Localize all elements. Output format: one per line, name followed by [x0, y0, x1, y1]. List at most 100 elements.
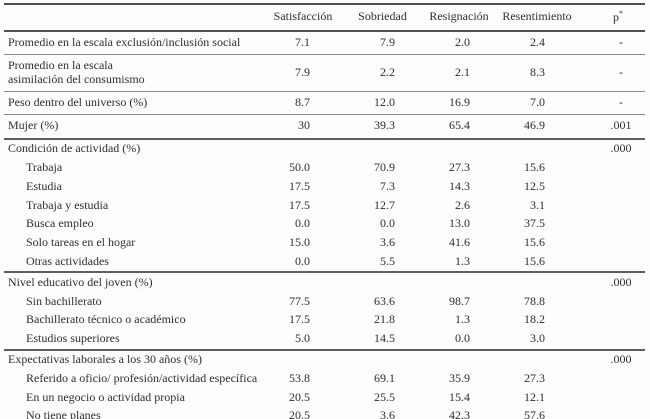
cell-satisfaccion: 77.5: [289, 293, 310, 308]
cell-satisfaccion: [262, 139, 344, 159]
row-label: Nivel educativo del joven (%): [8, 274, 153, 289]
row-label: Expectativas laborales a los 30 años (%): [8, 352, 202, 367]
cell-sobriedad: 7.9: [344, 30, 421, 56]
cell-resentimiento: 2.4: [497, 30, 577, 56]
cell-sobriedad: 7.3: [380, 178, 395, 193]
cell-resentimiento: 37.5: [524, 216, 545, 231]
row-label: Estudios superiores: [4, 329, 262, 351]
cell-sobriedad: 3.6: [380, 408, 395, 419]
table-row: No tiene planes 20.5 3.6 42.3 57.6: [4, 407, 645, 419]
cell-satisfaccion: 30: [262, 114, 344, 140]
p-asterisk: *: [619, 9, 623, 18]
cell-sobriedad: 70.9: [374, 160, 395, 175]
cell-p-value: [577, 311, 645, 330]
cell-sobriedad: 5.5: [344, 252, 421, 274]
cell-satisfaccion: 50.0: [289, 160, 310, 175]
cell-p-value: [577, 177, 645, 196]
cell-p-value: .000: [610, 352, 632, 367]
cell-sobriedad: 2.2: [344, 54, 421, 93]
row-label: Mujer (%): [4, 114, 262, 140]
column-header-resentimiento: Resentimiento: [497, 4, 577, 32]
cell-satisfaccion: 0.0: [295, 216, 310, 231]
cell-p-value: .000: [610, 141, 632, 156]
cell-p-value: [577, 292, 645, 311]
cell-resignacion: 1.3: [421, 252, 497, 274]
row-label: No tiene planes: [26, 408, 101, 419]
table-row: Trabaja 50.0 70.9 27.3 15.6: [4, 159, 645, 178]
row-label: Trabaja: [26, 160, 63, 175]
cell-satisfaccion: 53.8: [289, 370, 310, 385]
table-row: Trabaja y estudia 17.5 12.7 2.6 3.1: [4, 196, 645, 215]
table-row: Sin bachillerato 77.5 63.6 98.7 78.8: [4, 292, 645, 311]
cell-resentimiento: [497, 272, 577, 292]
cell-sobriedad: [344, 272, 421, 292]
cell-p-value: [577, 329, 645, 351]
row-label: Solo tareas en el hogar: [26, 235, 136, 250]
table-row: Estudios superiores 5.0 14.5 0.0 3.0: [4, 329, 645, 351]
cell-satisfaccion: 15.0: [289, 235, 310, 250]
cell-resentimiento: 15.6: [524, 160, 545, 175]
cell-satisfaccion: [262, 272, 344, 292]
cell-resignacion: 42.3: [449, 408, 470, 419]
cell-p-value: [577, 388, 645, 407]
row-label: Promedio en la escala exclusión/inclusió…: [4, 30, 262, 56]
cell-resentimiento: 46.9: [497, 114, 577, 140]
table-row: Otras actividades 0.0 5.5 1.3 15.6: [4, 252, 645, 274]
cell-sobriedad: [344, 350, 421, 370]
column-header-satisfaccion: Satisfacción: [262, 4, 344, 32]
cell-satisfaccion: 8.7: [262, 91, 344, 116]
cell-resentimiento: 18.2: [524, 312, 545, 327]
row-label: Trabaja y estudia: [26, 197, 109, 212]
cell-resignacion: 14.3: [449, 178, 470, 193]
cell-p-value: -: [577, 54, 645, 93]
table-row: Promedio en la escala exclusión/inclusió…: [4, 30, 645, 56]
cell-p-value: [577, 407, 645, 419]
cell-p-value: [577, 159, 645, 178]
column-header-p-value: p*: [577, 4, 645, 32]
row-label: Promedio en la escala asimilación del con…: [4, 54, 262, 93]
cell-resignacion: 98.7: [449, 293, 470, 308]
cell-sobriedad: 25.5: [374, 389, 395, 404]
cell-sobriedad: [344, 139, 421, 159]
cell-resentimiento: 3.1: [530, 197, 545, 212]
table-header-row: Satisfacción Sobriedad Resignación Resen…: [4, 4, 645, 32]
section-header-row: Expectativas laborales a los 30 años (%)…: [4, 350, 645, 370]
row-label: Bachillerato técnico o académico: [26, 312, 186, 327]
cell-resignacion: 2.0: [421, 30, 497, 56]
row-label: Otras actividades: [4, 252, 262, 274]
cell-sobriedad: 63.6: [374, 293, 395, 308]
column-header-sobriedad: Sobriedad: [344, 4, 421, 32]
row-label: Busca empleo: [26, 216, 94, 231]
cell-sobriedad: 21.8: [374, 312, 395, 327]
cell-resentimiento: [497, 350, 577, 370]
table-row: Solo tareas en el hogar 15.0 3.6 41.6 15…: [4, 234, 645, 253]
cell-satisfaccion: 0.0: [262, 252, 344, 274]
row-label: En un negocio o actividad propia: [26, 389, 185, 404]
cell-sobriedad: 14.5: [344, 329, 421, 351]
cell-resignacion: 1.3: [455, 312, 470, 327]
table-row: Estudia 17.5 7.3 14.3 12.5: [4, 177, 645, 196]
section-header-row: Nivel educativo del joven (%) .000: [4, 272, 645, 292]
row-label: Peso dentro del universo (%): [4, 91, 262, 116]
cell-resignacion: [421, 350, 497, 370]
cell-resentimiento: 15.6: [497, 252, 577, 274]
row-label: Condición de actividad (%): [8, 141, 141, 156]
cell-sobriedad: 0.0: [380, 216, 395, 231]
cell-resignacion: 13.0: [449, 216, 470, 231]
cell-resignacion: 2.1: [421, 54, 497, 93]
table-row: En un negocio o actividad propia 20.5 25…: [4, 388, 645, 407]
cell-satisfaccion: [262, 350, 344, 370]
cell-resentimiento: 57.6: [524, 408, 545, 419]
row-label: Estudia: [26, 178, 62, 193]
cell-p-value: -: [577, 30, 645, 56]
table-row: Referido a oficio/ profesión/actividad e…: [4, 369, 645, 388]
cell-resignacion: 65.4: [421, 114, 497, 140]
cell-satisfaccion: 7.1: [262, 30, 344, 56]
section-header-row: Condición de actividad (%) .000: [4, 139, 645, 159]
cell-resentimiento: 8.3: [497, 54, 577, 93]
p-label: p: [613, 10, 619, 24]
table-row: Bachillerato técnico o académico 17.5 21…: [4, 311, 645, 330]
cell-p-value: [577, 234, 645, 253]
row-label: Referido a oficio/ profesión/actividad e…: [26, 370, 258, 385]
